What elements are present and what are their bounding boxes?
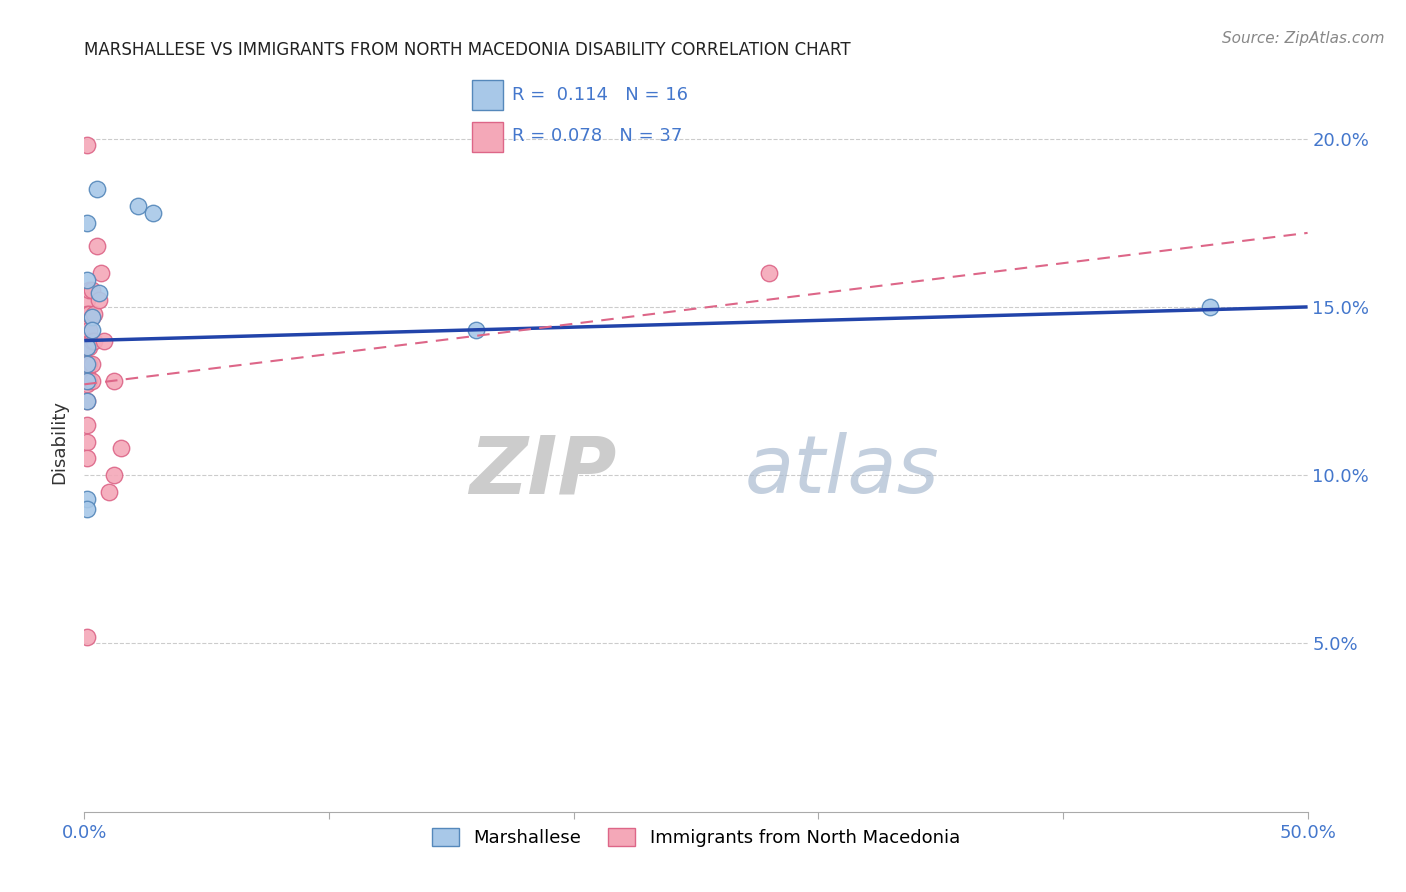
Point [76, 394, 98, 409]
Point [80, 324, 103, 338]
Point [76, 326, 98, 341]
Point [76, 491, 98, 506]
Point [76, 368, 98, 382]
Point [76, 377, 98, 392]
Point [758, 266, 780, 280]
Point [103, 374, 125, 388]
Point [76, 434, 98, 449]
Point [77, 324, 100, 338]
Point [97, 485, 120, 500]
Point [76, 501, 98, 516]
Point [83, 307, 105, 321]
Point [86, 239, 108, 253]
Point [86, 182, 108, 196]
Text: R = 0.078   N = 37: R = 0.078 N = 37 [512, 127, 682, 145]
Point [83, 334, 105, 348]
Point [76, 357, 98, 371]
Point [464, 324, 486, 338]
Point [76, 293, 98, 308]
Point [76, 307, 98, 321]
Point [76, 317, 98, 331]
Point [76, 451, 98, 466]
Point [76, 340, 98, 354]
FancyBboxPatch shape [472, 80, 503, 110]
Point [76, 340, 98, 354]
Point [142, 205, 165, 219]
Point [127, 199, 149, 213]
Point [80, 334, 103, 348]
Point [76, 273, 98, 287]
Point [76, 417, 98, 432]
Point [76, 394, 98, 409]
Text: ZIP: ZIP [470, 432, 616, 510]
Point [76, 374, 98, 388]
Point [1198, 300, 1220, 314]
Point [76, 334, 98, 348]
Point [77, 374, 100, 388]
Point [80, 357, 103, 371]
Point [80, 310, 103, 324]
Point [93, 334, 115, 348]
Point [80, 310, 103, 324]
Point [103, 468, 125, 483]
Legend: Marshallese, Immigrants from North Macedonia: Marshallese, Immigrants from North Maced… [425, 821, 967, 855]
Text: R =  0.114   N = 16: R = 0.114 N = 16 [512, 86, 688, 103]
Point [76, 630, 98, 644]
Point [77, 283, 100, 297]
FancyBboxPatch shape [472, 122, 503, 152]
Point [80, 374, 103, 388]
Point [90, 266, 112, 280]
Point [80, 283, 103, 297]
Point [77, 340, 100, 354]
Point [87, 293, 110, 308]
Point [77, 357, 100, 371]
Text: Source: ZipAtlas.com: Source: ZipAtlas.com [1222, 31, 1385, 46]
Point [76, 357, 98, 371]
Text: MARSHALLESE VS IMMIGRANTS FROM NORTH MACEDONIA DISABILITY CORRELATION CHART: MARSHALLESE VS IMMIGRANTS FROM NORTH MAC… [84, 41, 851, 59]
Point [76, 216, 98, 230]
Y-axis label: Disability: Disability [51, 400, 69, 483]
Point [76, 138, 98, 153]
Point [87, 286, 110, 301]
Text: atlas: atlas [745, 432, 939, 510]
Point [77, 307, 100, 321]
Point [110, 442, 132, 456]
